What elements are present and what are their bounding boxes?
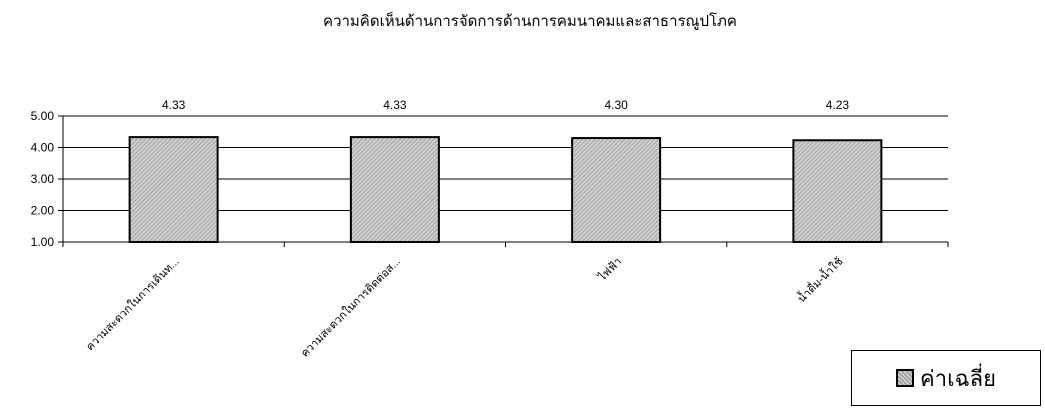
- bar: [349, 136, 440, 243]
- legend-swatch: [896, 369, 915, 387]
- data-label: 4.30: [604, 98, 628, 112]
- data-label: 4.23: [826, 98, 850, 112]
- legend: ค่าเฉลี่ย: [851, 350, 1041, 406]
- y-tick-label: 2.00: [31, 204, 55, 218]
- y-tick-label: 1.00: [31, 235, 55, 249]
- category-label: ไฟฟ้า: [595, 255, 624, 284]
- legend-label: ค่าเฉลี่ย: [920, 365, 996, 391]
- y-tick-label: 4.00: [31, 141, 55, 155]
- y-tick-label: 3.00: [31, 172, 55, 186]
- category-label: ความสะดวกในการเดินท...: [83, 255, 181, 353]
- bar: [571, 137, 662, 243]
- bar: [792, 139, 883, 244]
- data-label: 4.33: [383, 98, 407, 112]
- axes: [58, 115, 949, 247]
- chart-title: ความคิดเห็นด้านการจัดการด้านการคมนาคมและ…: [323, 11, 737, 30]
- y-tick-label: 5.00: [31, 109, 55, 123]
- data-label: 4.33: [162, 98, 186, 112]
- bar: [128, 136, 219, 243]
- category-label: ความสะดวกในการติดต่อส...: [298, 255, 403, 360]
- category-label: น้ำดื่ม-น้ำใช้: [794, 254, 846, 306]
- bars: [128, 136, 883, 244]
